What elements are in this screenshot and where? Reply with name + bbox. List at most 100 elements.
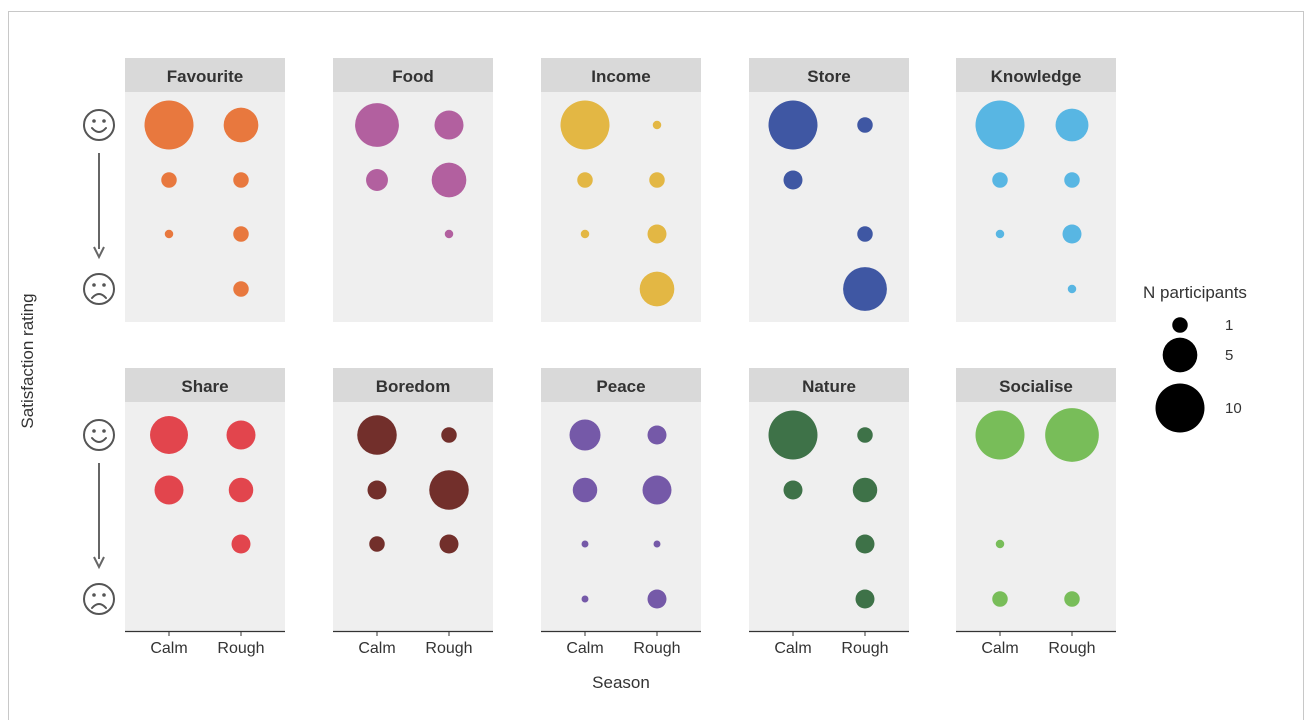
facet-label: Socialise [999, 377, 1073, 396]
facet-strip [333, 368, 493, 402]
panel-background [125, 402, 285, 631]
facet-label: Peace [596, 377, 645, 396]
data-point [233, 172, 249, 188]
data-point [233, 281, 249, 297]
data-point [233, 226, 249, 242]
data-point [649, 172, 665, 188]
down-arrow-icon [93, 463, 105, 570]
face-eye [102, 283, 106, 287]
down-arrow-icon [93, 153, 105, 260]
data-point [161, 172, 177, 188]
data-point [569, 419, 601, 451]
data-point [1045, 408, 1099, 462]
smiley-face-icon [83, 109, 115, 141]
data-point [434, 110, 464, 140]
data-point [231, 534, 251, 554]
face-outline [83, 419, 115, 451]
facet-label: Income [591, 67, 651, 86]
data-point [855, 589, 875, 609]
x-tick-label: Rough [841, 640, 888, 657]
data-point [444, 229, 454, 239]
facet-label: Share [181, 377, 228, 396]
data-point [367, 480, 387, 500]
frowning-face-icon [83, 273, 115, 305]
facet-strip [749, 368, 909, 402]
data-point [1055, 108, 1089, 142]
figure-frame [8, 11, 1304, 720]
data-point [1067, 284, 1077, 294]
facet-strip [125, 58, 285, 92]
data-point [154, 475, 184, 505]
panel-background [541, 402, 701, 631]
data-point [857, 117, 873, 133]
data-point [581, 540, 589, 548]
frowning-face-icon [83, 583, 115, 615]
data-point [1064, 172, 1080, 188]
data-point [975, 410, 1025, 460]
data-point [995, 539, 1005, 549]
facet-strip [749, 58, 909, 92]
panel-background [333, 402, 493, 631]
data-point [992, 591, 1008, 607]
facet-strip [541, 58, 701, 92]
data-point [223, 107, 259, 143]
y-axis-icons [83, 109, 115, 615]
facet-panel-socialise: Socialise Calm Rough [956, 368, 1116, 657]
data-point [995, 229, 1005, 239]
x-tick-label: Rough [425, 640, 472, 657]
data-point [647, 425, 667, 445]
legend-label: 5 [1225, 347, 1233, 364]
x-tick-label: Rough [1048, 640, 1095, 657]
data-point [992, 172, 1008, 188]
data-point [369, 536, 385, 552]
data-point [580, 229, 590, 239]
data-point [572, 477, 598, 503]
arrow-head [93, 246, 105, 260]
face-eye [92, 429, 96, 433]
legend-label: 1 [1225, 317, 1233, 334]
data-point [357, 415, 397, 455]
data-point [164, 229, 174, 239]
data-point [857, 427, 873, 443]
legend-label: 10 [1225, 400, 1242, 417]
facet-label: Favourite [167, 67, 244, 86]
face-mouth [91, 603, 107, 609]
data-point [768, 410, 818, 460]
facet-panel-income: Income [541, 58, 701, 322]
legend-key [1155, 383, 1205, 433]
facet-panel-favourite: Favourite [125, 58, 285, 322]
data-point [577, 172, 593, 188]
x-tick-label: Rough [217, 640, 264, 657]
x-axis-title: Season [592, 673, 650, 692]
data-point [652, 120, 662, 130]
data-point [647, 589, 667, 609]
arrow-head [93, 556, 105, 570]
facet-strip [125, 368, 285, 402]
facet-strip [333, 58, 493, 92]
data-point [439, 534, 459, 554]
facet-label: Boredom [376, 377, 451, 396]
data-point [855, 534, 875, 554]
data-point [768, 100, 818, 150]
data-point [843, 267, 887, 311]
data-point [642, 475, 672, 505]
data-point [1064, 591, 1080, 607]
data-point [639, 271, 675, 307]
x-tick-label: Calm [566, 640, 603, 657]
facet-label: Knowledge [991, 67, 1082, 86]
face-eye [92, 593, 96, 597]
facet-panel-nature: Nature Calm Rough [749, 368, 909, 657]
x-tick-label: Calm [981, 640, 1018, 657]
data-point [852, 477, 878, 503]
facet-strip [541, 368, 701, 402]
facet-panel-share: Share Calm Rough [125, 368, 285, 657]
data-point [1062, 224, 1082, 244]
facet-strip [956, 368, 1116, 402]
facet-panel-store: Store [749, 58, 909, 322]
legend-title: N participants [1143, 283, 1247, 302]
data-point [975, 100, 1025, 150]
data-point [144, 100, 194, 150]
facet-panel-boredom: Boredom Calm Rough [333, 368, 493, 657]
x-tick-label: Rough [633, 640, 680, 657]
